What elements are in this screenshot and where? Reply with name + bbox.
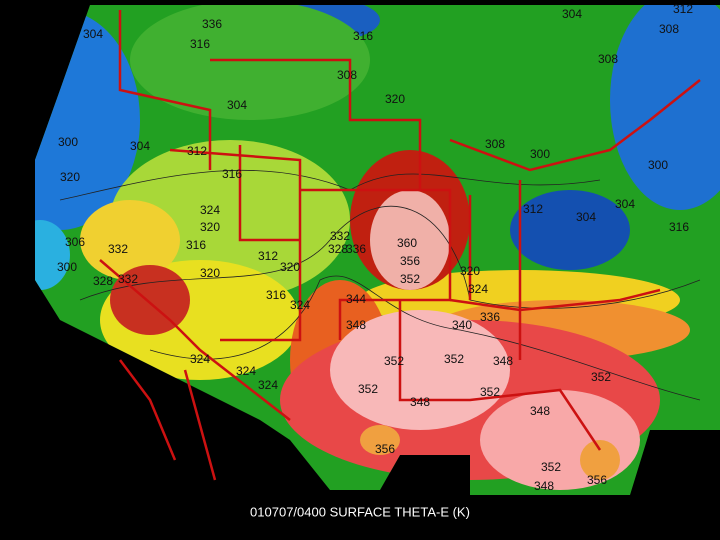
field-orange bbox=[580, 440, 620, 480]
contour-label: 324 bbox=[290, 298, 310, 312]
contour-label: 320 bbox=[460, 264, 480, 278]
field-cyan bbox=[35, 220, 70, 290]
contour-label: 352 bbox=[541, 460, 561, 474]
contour-label: 316 bbox=[353, 29, 373, 43]
contour-label: 360 bbox=[397, 236, 417, 250]
contour-line bbox=[79, 205, 701, 309]
field-yellow bbox=[80, 200, 180, 280]
contour-label: 300 bbox=[648, 158, 668, 172]
contour-label: 312 bbox=[258, 249, 278, 263]
contour-label: 344 bbox=[346, 292, 366, 306]
contour-label: 352 bbox=[384, 354, 404, 368]
contour-label: 316 bbox=[186, 238, 206, 252]
contour-label: 316 bbox=[266, 288, 286, 302]
contour-label: 332 bbox=[330, 229, 350, 243]
contour-label: 300 bbox=[530, 147, 550, 161]
border bbox=[238, 145, 300, 242]
contour-label: 352 bbox=[591, 370, 611, 384]
contour-label: 352 bbox=[400, 272, 420, 286]
contour-label: 312 bbox=[673, 2, 693, 16]
caption: 010707/0400 SURFACE THETA-E (K) bbox=[250, 504, 470, 519]
contour-label: 324 bbox=[236, 364, 256, 378]
contour-label: 348 bbox=[534, 479, 554, 493]
border bbox=[449, 79, 701, 172]
contour-label: 336 bbox=[346, 242, 366, 256]
field-orange bbox=[360, 425, 400, 455]
contour-label: 336 bbox=[202, 17, 222, 31]
contour-label: 304 bbox=[576, 210, 596, 224]
contour-label: 324 bbox=[200, 203, 220, 217]
border bbox=[210, 58, 422, 190]
contour-label: 352 bbox=[444, 352, 464, 366]
contour-label: 332 bbox=[118, 272, 138, 286]
border bbox=[99, 259, 291, 421]
contour-label: 316 bbox=[190, 37, 210, 51]
border bbox=[449, 288, 661, 312]
contour-label: 304 bbox=[130, 139, 150, 153]
field-pink bbox=[480, 390, 640, 490]
contour-label: 308 bbox=[598, 52, 618, 66]
contour-label: 352 bbox=[358, 382, 378, 396]
contour-label: 336 bbox=[480, 310, 500, 324]
contour-label: 312 bbox=[187, 144, 207, 158]
contour-label: 356 bbox=[375, 442, 395, 456]
contour-label: 308 bbox=[337, 68, 357, 82]
contour-label: 352 bbox=[480, 385, 500, 399]
contour-label: 332 bbox=[108, 242, 128, 256]
contour-label: 348 bbox=[410, 395, 430, 409]
field-blue bbox=[35, 10, 140, 230]
contour-label: 328 bbox=[93, 274, 113, 288]
contour-label: 304 bbox=[83, 27, 103, 41]
contour-label: 306 bbox=[65, 235, 85, 249]
contour-label: 324 bbox=[258, 378, 278, 392]
contour-label: 320 bbox=[385, 92, 405, 106]
contour-label: 312 bbox=[523, 202, 543, 216]
contour-label: 304 bbox=[562, 7, 582, 21]
contour-label: 308 bbox=[659, 22, 679, 36]
contour-label: 340 bbox=[452, 318, 472, 332]
border bbox=[119, 359, 217, 481]
contour-label: 308 bbox=[485, 137, 505, 151]
contour-label: 304 bbox=[227, 98, 247, 112]
state-borders bbox=[99, 10, 701, 481]
contour-label: 320 bbox=[280, 260, 300, 274]
contour-label: 348 bbox=[530, 404, 550, 418]
field-pink bbox=[370, 190, 450, 290]
field-red bbox=[110, 265, 190, 335]
contour-label: 304 bbox=[615, 197, 635, 211]
contour-label: 328 bbox=[328, 242, 348, 256]
border bbox=[169, 148, 302, 342]
contour-label: 348 bbox=[493, 354, 513, 368]
contour-label: 348 bbox=[346, 318, 366, 332]
border bbox=[398, 300, 602, 451]
border bbox=[468, 180, 522, 360]
contour-label: 316 bbox=[222, 167, 242, 181]
border bbox=[118, 10, 212, 170]
contour-label: 324 bbox=[468, 282, 488, 296]
contour-label: 356 bbox=[587, 473, 607, 487]
contour-label: 320 bbox=[200, 266, 220, 280]
field-blue bbox=[610, 5, 720, 210]
contour-label: 316 bbox=[669, 220, 689, 234]
contour-label: 320 bbox=[200, 220, 220, 234]
field-blue bbox=[510, 190, 630, 270]
contour-label: 324 bbox=[190, 352, 210, 366]
contour-label: 356 bbox=[400, 254, 420, 268]
contour-label: 320 bbox=[60, 170, 80, 184]
contour-line bbox=[149, 275, 701, 401]
contour-label: 300 bbox=[57, 260, 77, 274]
contour-label: 300 bbox=[58, 135, 78, 149]
